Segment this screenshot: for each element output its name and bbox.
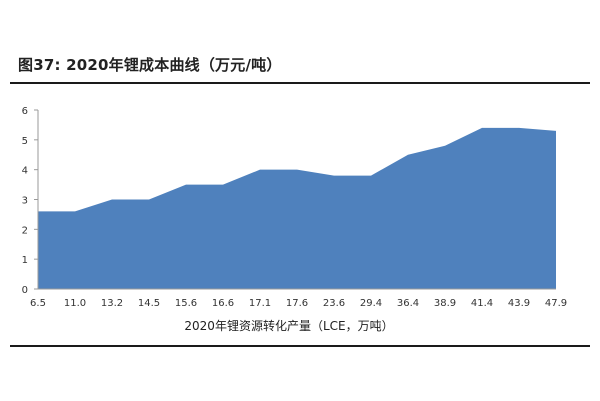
x-tick-label: 13.2 bbox=[101, 298, 123, 309]
area-series bbox=[38, 127, 556, 290]
x-tick-label: 47.9 bbox=[545, 298, 567, 309]
x-tick-label: 17.1 bbox=[249, 298, 271, 309]
top-divider bbox=[10, 82, 590, 84]
x-tick-label: 43.9 bbox=[508, 298, 530, 309]
x-tick-label: 36.4 bbox=[397, 298, 419, 309]
y-tick-label: 1 bbox=[22, 255, 28, 266]
y-tick-label: 4 bbox=[22, 166, 28, 177]
y-tick-label: 3 bbox=[22, 196, 28, 207]
x-tick-label: 41.4 bbox=[471, 298, 493, 309]
x-tick-label: 29.4 bbox=[360, 298, 382, 309]
x-tick-label: 11.0 bbox=[64, 298, 86, 309]
plot-area: 0 1 2 3 4 5 6 6.5 11.0 13.2 14.5 15.6 16.6 17.1 17.6 23… bbox=[22, 106, 568, 333]
area-chart: 0 1 2 3 4 5 6 6.5 11.0 13.2 14.5 15.6 16.6 17.1 17.6 23… bbox=[22, 106, 568, 333]
x-tick-label: 14.5 bbox=[138, 298, 160, 309]
y-tick-label: 0 bbox=[22, 285, 28, 296]
y-tick-label: 6 bbox=[22, 106, 28, 117]
x-tick-label: 17.6 bbox=[286, 298, 308, 309]
chart-title: 图37: 2020年锂成本曲线（万元/吨） bbox=[18, 56, 282, 74]
bottom-divider bbox=[10, 345, 590, 347]
x-tick-label: 23.6 bbox=[323, 298, 345, 309]
x-tick-label: 38.9 bbox=[434, 298, 456, 309]
x-tick-label: 6.5 bbox=[30, 298, 46, 309]
y-tick-label: 5 bbox=[22, 136, 28, 147]
x-axis-title: 2020年锂资源转化产量（LCE，万吨） bbox=[184, 318, 393, 333]
x-tick-label: 15.6 bbox=[175, 298, 197, 309]
x-tick-label: 16.6 bbox=[212, 298, 234, 309]
y-tick-label: 2 bbox=[22, 225, 28, 236]
